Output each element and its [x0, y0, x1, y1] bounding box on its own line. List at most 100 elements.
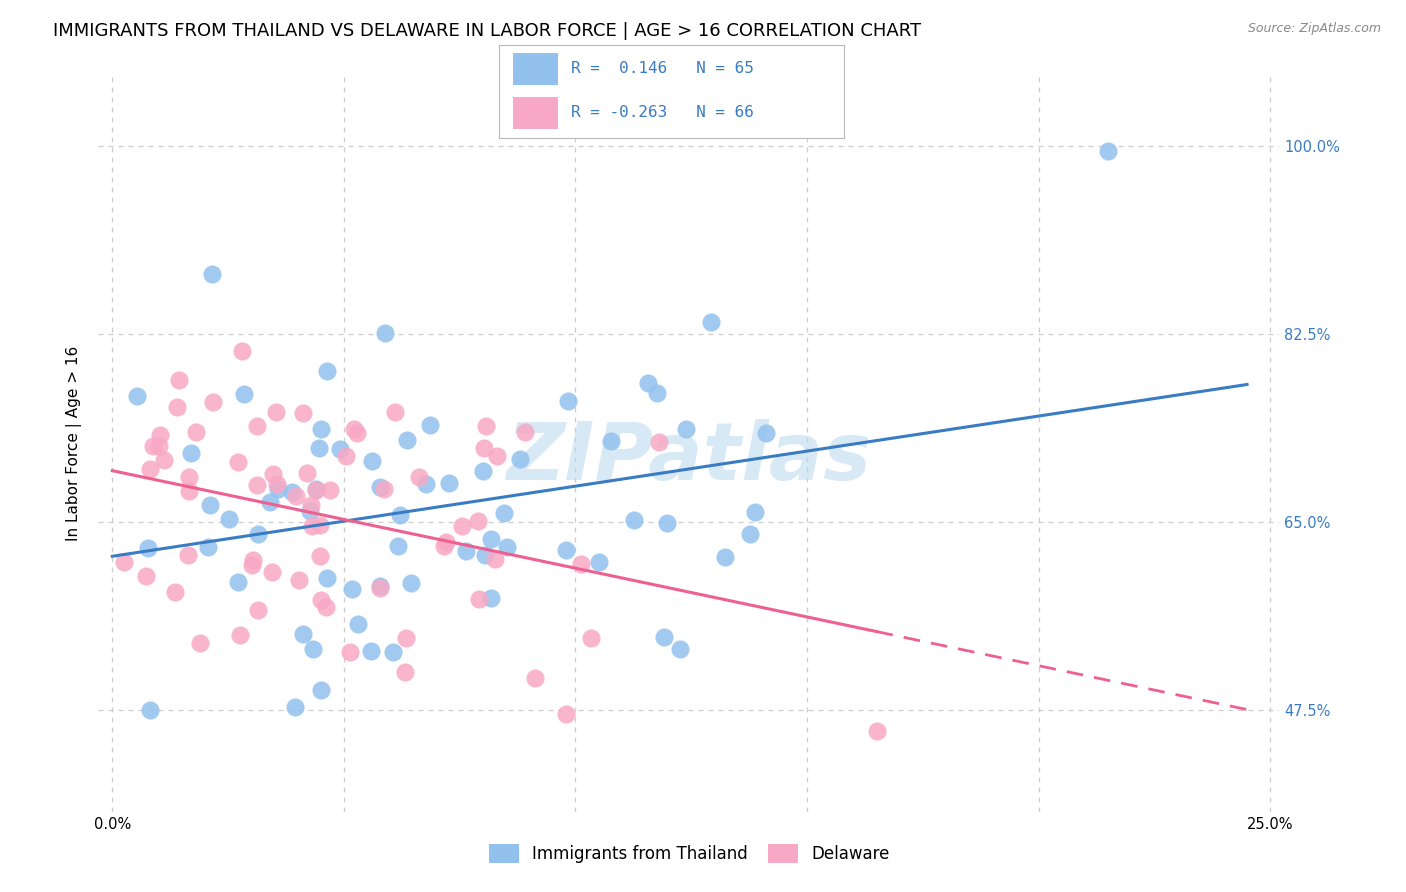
Point: [301, 642, 323, 657]
Point: [177, 470, 200, 484]
Point: [434, 535, 457, 549]
Point: [419, 417, 441, 432]
Point: [484, 551, 506, 566]
Point: [308, 442, 330, 456]
Point: [179, 483, 201, 498]
Point: [381, 645, 404, 659]
Point: [468, 591, 491, 606]
Point: [240, 558, 263, 572]
Point: [492, 506, 515, 520]
Point: [647, 386, 669, 401]
Point: [315, 364, 337, 378]
Point: [231, 344, 253, 359]
Point: [433, 539, 456, 553]
Point: [600, 434, 623, 448]
Point: [114, 555, 136, 569]
Point: [557, 394, 579, 409]
Point: [198, 498, 221, 512]
Point: [165, 585, 187, 599]
Point: [451, 519, 474, 533]
Point: [343, 422, 366, 436]
Point: [700, 316, 723, 330]
Point: [142, 439, 165, 453]
Point: [669, 641, 692, 656]
Point: [523, 672, 546, 686]
Point: [295, 466, 318, 480]
Point: [437, 475, 460, 490]
Point: [202, 394, 225, 409]
Point: [387, 539, 409, 553]
Point: [399, 575, 422, 590]
Point: [554, 707, 576, 722]
Text: Source: ZipAtlas.com: Source: ZipAtlas.com: [1247, 22, 1381, 36]
Point: [218, 511, 240, 525]
Point: [229, 628, 252, 642]
Point: [408, 469, 430, 483]
Point: [288, 574, 311, 588]
Point: [176, 548, 198, 562]
Point: [648, 434, 671, 449]
Point: [180, 446, 202, 460]
Point: [495, 540, 517, 554]
Bar: [513, 97, 558, 129]
Point: [415, 477, 437, 491]
Point: [139, 461, 162, 475]
Point: [149, 428, 172, 442]
Point: [139, 703, 162, 717]
Point: [554, 543, 576, 558]
Point: [201, 268, 224, 282]
Point: [346, 617, 368, 632]
Point: [368, 479, 391, 493]
Point: [309, 592, 332, 607]
Point: [623, 513, 645, 527]
Point: [266, 405, 288, 419]
Point: [368, 581, 391, 595]
Point: [247, 603, 270, 617]
Point: [714, 550, 737, 565]
Point: [467, 514, 489, 528]
Point: [396, 434, 419, 448]
Point: [339, 645, 361, 659]
Point: [260, 566, 283, 580]
Point: [754, 426, 776, 441]
Point: [569, 558, 592, 572]
Bar: [513, 53, 558, 85]
Point: [153, 452, 176, 467]
Point: [655, 516, 678, 531]
Point: [394, 665, 416, 679]
Text: R = -0.263   N = 66: R = -0.263 N = 66: [571, 105, 755, 120]
Point: [292, 406, 315, 420]
Point: [136, 541, 159, 555]
Point: [318, 483, 340, 498]
Point: [291, 627, 314, 641]
Point: [226, 454, 249, 468]
Point: [335, 450, 357, 464]
Point: [299, 498, 322, 512]
Legend: Immigrants from Thailand, Delaware: Immigrants from Thailand, Delaware: [482, 837, 896, 870]
Point: [311, 422, 333, 436]
Point: [744, 505, 766, 519]
Point: [329, 442, 352, 456]
Point: [479, 591, 502, 606]
Point: [309, 518, 332, 533]
Point: [637, 376, 659, 390]
Point: [167, 372, 190, 386]
Point: [127, 389, 149, 403]
Point: [360, 454, 382, 468]
Point: [588, 555, 610, 569]
Point: [188, 635, 211, 649]
Point: [368, 579, 391, 593]
Point: [581, 631, 603, 645]
Point: [515, 425, 537, 440]
Point: [246, 478, 269, 492]
Point: [228, 575, 250, 590]
Point: [135, 569, 157, 583]
Point: [242, 553, 264, 567]
Point: [299, 504, 322, 518]
Point: [309, 549, 332, 563]
Point: [315, 599, 337, 614]
Point: [342, 582, 364, 597]
Point: [654, 630, 676, 644]
Text: IMMIGRANTS FROM THAILAND VS DELAWARE IN LABOR FORCE | AGE > 16 CORRELATION CHART: IMMIGRANTS FROM THAILAND VS DELAWARE IN …: [53, 22, 921, 40]
Point: [479, 532, 502, 546]
